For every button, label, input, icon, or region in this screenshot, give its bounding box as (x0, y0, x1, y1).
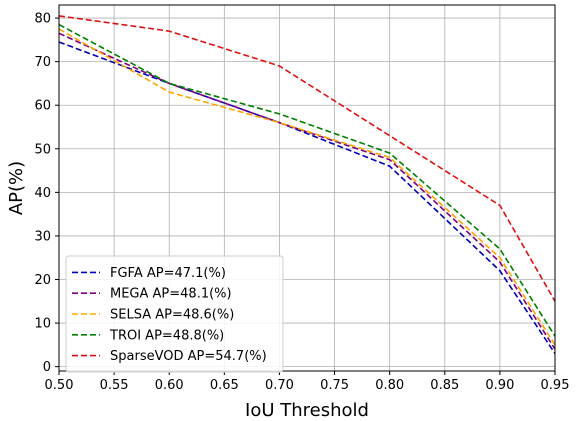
y-tick-label: 70 (34, 55, 51, 70)
series-line-0 (58, 41, 556, 355)
series-line-2 (58, 28, 556, 346)
series-line-1 (58, 32, 556, 350)
x-tick-label: 0.90 (485, 378, 514, 393)
y-tick-label: 20 (34, 273, 51, 288)
series-line-3 (58, 23, 556, 337)
y-axis-label: AP(%) (6, 161, 27, 215)
series-line-4 (58, 15, 556, 302)
series-lines (58, 15, 556, 355)
plot-frame (58, 4, 556, 372)
legend-label-1: MEGA AP=48.1(%) (110, 287, 232, 302)
x-tick-label: 0.95 (541, 378, 570, 393)
x-tick-label: 0.65 (210, 378, 239, 393)
x-tick-label: 0.75 (320, 378, 349, 393)
y-tick-label: 50 (34, 142, 51, 157)
y-tick-label: 30 (34, 229, 51, 244)
y-tick-label: 80 (34, 12, 51, 27)
x-tick-label: 0.55 (100, 378, 129, 393)
y-axis-ticks: 0 10 20 30 40 50 60 70 80 (34, 12, 59, 375)
legend-label-3: TROI AP=48.8(%) (109, 328, 224, 343)
x-tick-label: 0.85 (430, 378, 459, 393)
y-tick-label: 40 (34, 186, 51, 201)
x-tick-label: 0.70 (265, 378, 294, 393)
legend-label-0: FGFA AP=47.1(%) (110, 266, 226, 281)
y-tick-label: 10 (34, 317, 51, 332)
y-tick-label: 0 (43, 360, 51, 375)
x-axis-ticks: 0.50 0.55 0.60 0.65 0.70 0.75 0.80 0.85 0.90 0.95 (45, 371, 570, 393)
legend-box (65, 255, 284, 373)
legend-label-4: SparseVOD AP=54.7(%) (110, 349, 267, 364)
x-tick-label: 0.50 (45, 378, 74, 393)
x-tick-label: 0.80 (375, 378, 404, 393)
x-axis-label: IoU Threshold (245, 400, 369, 421)
y-tick-label: 60 (34, 99, 51, 114)
x-tick-label: 0.60 (155, 378, 184, 393)
legend: FGFA AP=47.1(%) MEGA AP=48.1(%) SELSA AP=4… (65, 255, 284, 373)
legend-label-2: SELSA AP=48.6(%) (110, 308, 234, 323)
